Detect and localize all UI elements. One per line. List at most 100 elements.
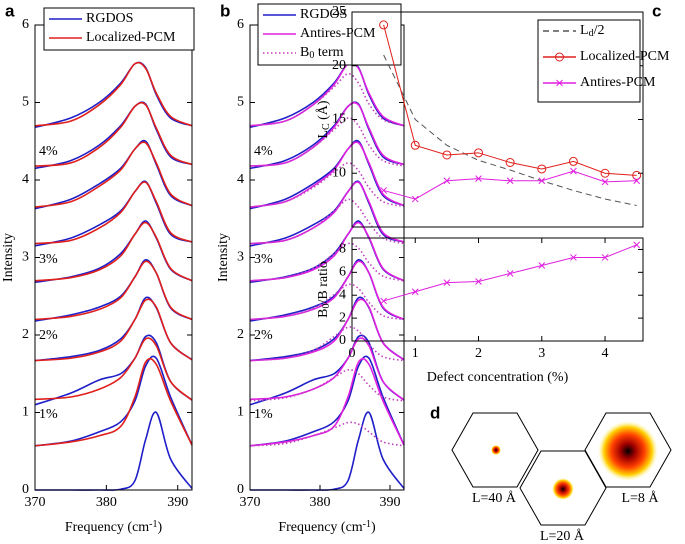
y-tick-label: 6	[22, 17, 29, 32]
label-part: 0	[321, 304, 332, 309]
spectrum-line	[35, 411, 193, 491]
spectrum-line	[249, 117, 405, 167]
plot-area	[380, 241, 641, 305]
series-line	[383, 54, 637, 206]
point-marker	[633, 241, 641, 249]
hexagon	[451, 412, 539, 488]
y-tick-label: 15	[332, 112, 346, 127]
point-marker	[475, 278, 482, 285]
point-marker	[568, 156, 578, 166]
y-tick-label: 25	[332, 4, 346, 19]
point-marker	[379, 20, 389, 30]
point-marker	[570, 167, 577, 175]
annotation: 2%	[39, 328, 58, 343]
panel-label: b	[220, 1, 230, 20]
label-part: 0	[309, 50, 314, 61]
defect-blob	[598, 421, 658, 481]
legend-box	[43, 7, 195, 51]
point-marker	[411, 288, 419, 296]
label-part: /2	[594, 23, 605, 38]
spectrum-line	[34, 260, 193, 321]
y-axis-label: LC (Å)	[315, 100, 332, 139]
hex-label: L=20 Å	[540, 528, 585, 544]
label-part: /B ratio	[316, 261, 331, 303]
spectrum-line	[34, 259, 193, 322]
legend-label: Ld/2	[580, 23, 604, 39]
spectrum-line	[34, 61, 193, 127]
axes-frame	[351, 237, 644, 342]
hexagon	[519, 450, 607, 526]
y-tick-label: 0	[237, 482, 244, 497]
point-marker	[410, 140, 420, 150]
y-tick-label: 1	[237, 405, 244, 420]
label-part: )	[371, 520, 376, 535]
plot-area	[34, 61, 193, 491]
y-tick-label: 3	[22, 250, 29, 265]
y-tick-label: 5	[22, 95, 29, 110]
point-marker	[475, 175, 482, 182]
point-marker	[380, 187, 387, 194]
x-tick-label: 390	[380, 495, 401, 510]
point-marker	[506, 177, 514, 185]
panel-label: d	[430, 403, 440, 422]
label-part: term	[314, 45, 343, 60]
point-marker	[601, 254, 609, 261]
spectrum-line	[249, 298, 405, 362]
y-tick-label: 2	[22, 327, 29, 342]
y-tick-label: 20	[332, 58, 346, 73]
legend-label: RGDOS	[300, 7, 347, 22]
point-marker	[442, 150, 452, 160]
spectrum-line	[249, 260, 405, 321]
annotation: 3%	[254, 252, 273, 267]
legend-label: Localized-PCM	[86, 30, 176, 45]
spectrum-line	[34, 61, 193, 129]
point-marker	[570, 254, 577, 261]
y-tick-label: 4	[22, 172, 29, 187]
spectrum-line	[249, 368, 405, 402]
label-part: -1	[363, 519, 371, 530]
point-marker	[506, 270, 514, 277]
spectrum-line	[249, 357, 405, 447]
label-part: B	[316, 309, 331, 318]
series-line	[383, 24, 637, 176]
y-tick-label: 0	[22, 482, 29, 497]
y-tick-label: 1	[22, 405, 29, 420]
point-marker	[505, 158, 515, 167]
y-axis-label: Intensity	[1, 233, 16, 282]
x-axis-label: Frequency (cm-1)	[65, 519, 163, 535]
x-tick-label: 390	[167, 495, 188, 510]
spectrum-line	[249, 421, 405, 447]
annotation: 1%	[254, 407, 273, 422]
hex-label: L=8 Å	[621, 490, 659, 506]
x-axis-label: Defect concentration (%)	[427, 370, 569, 385]
x-tick-label: 380	[96, 495, 117, 510]
label-part: B	[300, 45, 309, 60]
y-tick-label: 2	[237, 327, 244, 342]
spectrum-line	[249, 162, 405, 208]
axes-frame	[351, 11, 644, 228]
spectrum-line	[34, 355, 193, 447]
axes-frame	[34, 24, 193, 491]
plot-area	[379, 20, 642, 206]
annotation: 1%	[39, 407, 58, 422]
legend-label: Localized-PCM	[580, 49, 670, 64]
spectrum-line	[250, 411, 405, 491]
x-tick-label: 3	[538, 346, 545, 361]
spectrum-line	[34, 141, 193, 208]
spectrum-line	[34, 101, 193, 167]
spectrum-line	[249, 139, 405, 210]
point-marker	[443, 177, 451, 185]
defect-blob	[491, 445, 501, 455]
spectrum-line	[34, 357, 193, 447]
label-part: C	[321, 123, 332, 130]
label-part: Frequency (cm	[278, 520, 362, 535]
point-marker	[600, 168, 610, 178]
hex-label: L=40 Å	[472, 490, 517, 506]
label-part: d	[589, 28, 594, 39]
y-tick-label: 6	[237, 17, 244, 32]
point-marker	[380, 297, 387, 305]
point-marker	[632, 170, 642, 180]
spectrum-line	[249, 326, 405, 362]
label-part: -1	[149, 519, 157, 530]
x-tick-label: 380	[310, 495, 331, 510]
